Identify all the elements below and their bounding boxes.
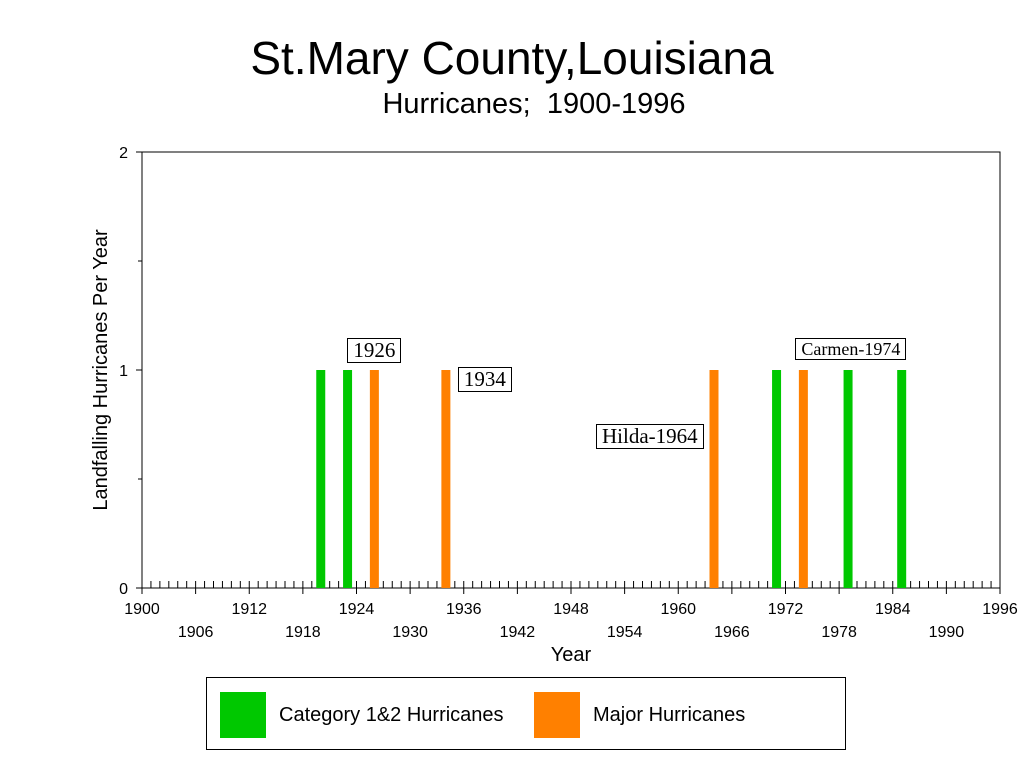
x-tick-label: 1948 bbox=[553, 601, 589, 618]
y-axis-label: Landfalling Hurricanes Per Year bbox=[90, 229, 112, 511]
x-axis-label: Year bbox=[551, 644, 592, 666]
chart-title: St.Mary County,Louisiana bbox=[250, 32, 774, 84]
bar-category-1-2 bbox=[897, 370, 907, 588]
legend-label-category-1-2: Category 1&2 Hurricanes bbox=[279, 704, 504, 726]
y-tick-label: 0 bbox=[119, 581, 128, 598]
y-tick-label: 1 bbox=[119, 363, 128, 380]
legend-label-major: Major Hurricanes bbox=[593, 704, 746, 726]
x-tick-label: 1966 bbox=[714, 624, 750, 641]
legend-swatch-major bbox=[534, 692, 580, 738]
y-axis: 0 1 2 bbox=[119, 145, 142, 598]
bars-group bbox=[316, 370, 907, 588]
legend-swatch-category-1-2 bbox=[220, 692, 266, 738]
x-tick-label: 1906 bbox=[178, 624, 214, 641]
bar-category-1-2 bbox=[843, 370, 853, 588]
x-tick-label: 1900 bbox=[124, 601, 160, 618]
x-tick-label: 1972 bbox=[768, 601, 804, 618]
x-tick-label: 1960 bbox=[660, 601, 696, 618]
x-tick-label: 1918 bbox=[285, 624, 321, 641]
annotation-label: 1934 bbox=[457, 367, 512, 392]
bar-category-1-2 bbox=[316, 370, 326, 588]
bar-major bbox=[369, 370, 379, 588]
bar-category-1-2 bbox=[772, 370, 782, 588]
annotation-label: Hilda-1964 bbox=[596, 424, 704, 449]
annotation-label: 1926 bbox=[347, 338, 402, 363]
bar-major bbox=[441, 370, 451, 588]
x-tick-label: 1990 bbox=[929, 624, 965, 641]
x-minor-ticks bbox=[141, 581, 1001, 588]
x-tick-label: 1978 bbox=[821, 624, 857, 641]
bar-chart: 0 1 2 1900 1912 1924 1936 1948 1960 1972 1984 1996… bbox=[90, 145, 1018, 666]
chart-subtitle: Hurricanes; 1900-1996 bbox=[382, 88, 686, 120]
x-tick-label: 1996 bbox=[982, 601, 1018, 618]
x-tick-label: 1942 bbox=[500, 624, 536, 641]
x-tick-label: 1954 bbox=[607, 624, 643, 641]
x-tick-label: 1936 bbox=[446, 601, 482, 618]
bar-category-1-2 bbox=[343, 370, 353, 588]
annotation-label: Carmen-1974 bbox=[795, 338, 907, 360]
x-axis: 1900 1912 1924 1936 1948 1960 1972 1984 1996 1906… bbox=[124, 588, 1018, 641]
x-tick-label: 1930 bbox=[392, 624, 428, 641]
x-tick-label: 1912 bbox=[231, 601, 267, 618]
legend: Category 1&2 Hurricanes Major Hurricanes bbox=[206, 677, 846, 750]
bar-major bbox=[798, 370, 808, 588]
x-tick-label: 1984 bbox=[875, 601, 911, 618]
y-tick-label: 2 bbox=[119, 145, 128, 162]
plot-area-frame bbox=[141, 151, 1001, 589]
bar-major bbox=[709, 370, 719, 588]
x-tick-label: 1924 bbox=[339, 601, 375, 618]
